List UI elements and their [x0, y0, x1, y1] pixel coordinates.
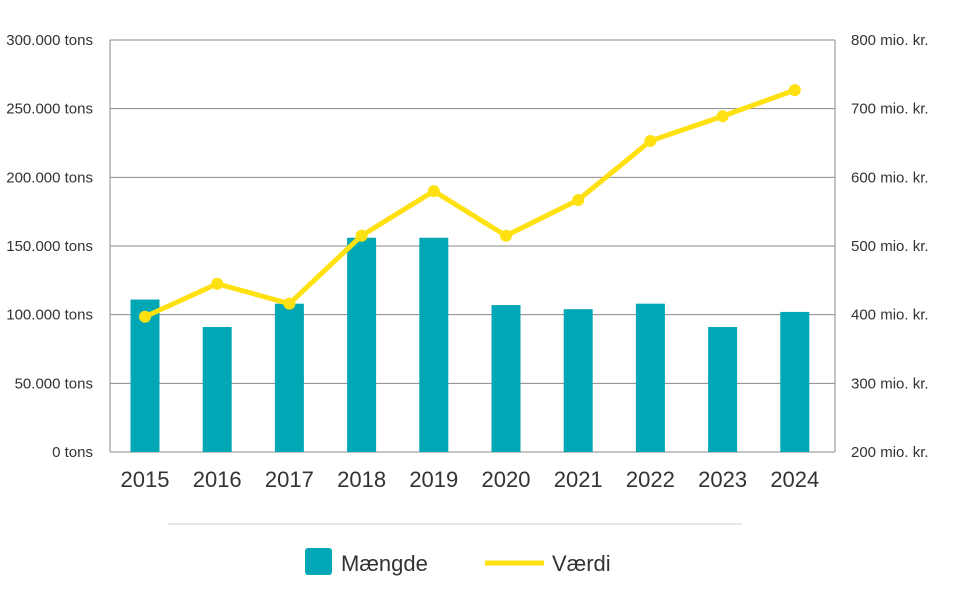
- bar: [274, 303, 304, 452]
- line-point: [572, 193, 585, 206]
- line-point: [500, 229, 512, 242]
- line-series-vaerdi: [139, 84, 801, 323]
- x-tick-label: 2022: [626, 467, 675, 492]
- legend-label-vaerdi: Værdi: [552, 551, 611, 576]
- x-tick-label: 2015: [121, 467, 170, 492]
- right-tick-label: 600 mio. kr.: [851, 169, 929, 186]
- line-path: [142, 87, 798, 320]
- legend-label-mangde: Mængde: [341, 551, 428, 576]
- left-tick-label: 200.000 tons: [6, 169, 93, 186]
- left-tick-label: 0 tons: [52, 444, 93, 461]
- x-tick-label: 2020: [482, 467, 531, 492]
- legend: Mængde Værdi: [168, 523, 742, 576]
- left-tick-label: 100.000 tons: [6, 307, 93, 324]
- bar-series-mangde: [130, 237, 810, 452]
- line-point: [211, 277, 224, 290]
- right-tick-label: 200 mio. kr.: [851, 444, 929, 461]
- left-tick-label: 300.000 tons: [6, 32, 93, 49]
- x-tick-label: 2023: [698, 467, 747, 492]
- right-tick-label: 500 mio. kr.: [851, 238, 929, 255]
- bar: [130, 299, 160, 452]
- bar: [419, 237, 449, 452]
- x-tick-label: 2019: [409, 467, 458, 492]
- x-tick-label: 2018: [337, 467, 386, 492]
- line-point: [355, 229, 368, 242]
- x-tick-label: 2024: [770, 467, 819, 492]
- line-point: [644, 134, 657, 147]
- x-tick-label: 2016: [193, 467, 242, 492]
- line-point: [427, 185, 440, 198]
- left-tick-label: 50.000 tons: [15, 375, 93, 392]
- bar: [202, 327, 232, 452]
- right-tick-label: 700 mio. kr.: [851, 101, 929, 118]
- bar: [708, 327, 738, 452]
- line-point: [139, 310, 151, 323]
- bar: [347, 237, 377, 452]
- bar: [635, 303, 665, 452]
- right-tick-label: 400 mio. kr.: [851, 307, 929, 324]
- right-tick-label: 800 mio. kr.: [851, 32, 929, 49]
- line-point: [716, 110, 729, 123]
- line-point: [283, 297, 296, 310]
- left-tick-label: 250.000 tons: [6, 101, 93, 118]
- line-point: [788, 84, 801, 97]
- bar: [491, 305, 521, 452]
- bar: [780, 311, 810, 452]
- bar: [563, 309, 593, 452]
- legend-swatch-mangde: [305, 548, 332, 575]
- x-tick-label: 2017: [265, 467, 314, 492]
- right-tick-label: 300 mio. kr.: [851, 375, 929, 392]
- axes: 0 tons 50.000 tons 100.000 tons 150.000 ton…: [6, 32, 928, 492]
- x-tick-label: 2021: [554, 467, 603, 492]
- left-tick-label: 150.000 tons: [6, 238, 93, 255]
